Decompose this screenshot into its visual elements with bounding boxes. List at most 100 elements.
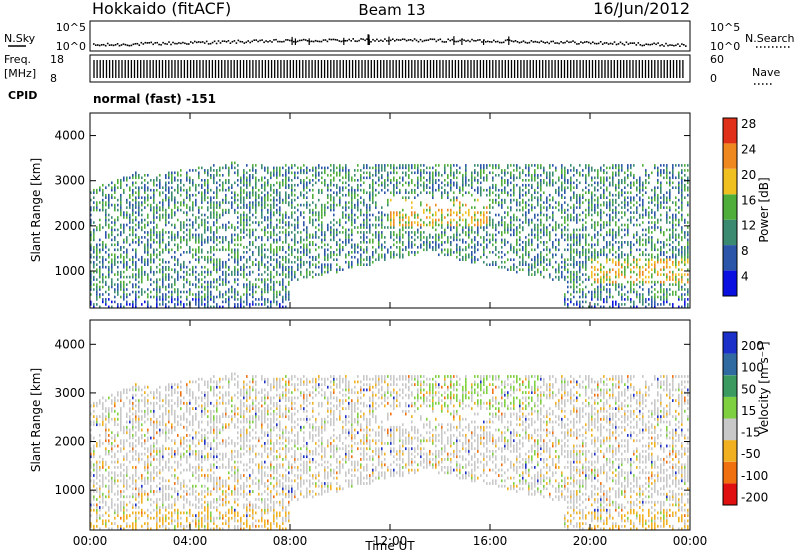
power-cell: [342, 181, 344, 185]
power-cell: [285, 241, 287, 244]
power-cell: [267, 211, 269, 214]
power-cell: [117, 186, 119, 189]
power-cell: [573, 218, 575, 222]
power-cell: [480, 221, 482, 224]
power-cell: [540, 263, 542, 266]
power-cell: [456, 251, 458, 254]
power-cell: [111, 265, 113, 269]
power-cell: [519, 193, 521, 197]
power-cell: [273, 268, 275, 271]
power-cell: [519, 238, 521, 242]
power-cell: [285, 236, 287, 239]
power-cell: [234, 253, 236, 257]
power-cell: [285, 305, 287, 309]
power-cell: [222, 201, 224, 204]
power-cell: [138, 191, 140, 194]
power-cell: [198, 191, 200, 194]
power-cell: [552, 183, 554, 187]
power-cell: [312, 263, 314, 266]
power-cell: [201, 241, 203, 244]
power-cell: [243, 236, 245, 239]
power-cell: [330, 198, 332, 202]
power-cell: [276, 238, 278, 242]
power-cell: [243, 201, 245, 204]
power-cell: [525, 260, 527, 264]
power-cell: [210, 206, 212, 209]
power-cell: [282, 246, 284, 249]
power-cell: [423, 248, 425, 252]
power-cell: [102, 191, 104, 194]
power-cell: [165, 293, 167, 296]
power-cell: [327, 183, 329, 187]
power-cell: [540, 223, 542, 227]
power-cell: [558, 203, 560, 207]
power-cell: [279, 221, 281, 224]
power-cell: [171, 179, 173, 182]
noise-point: [384, 38, 386, 40]
power-cell: [213, 236, 215, 239]
power-cell: [465, 218, 467, 222]
power-cell: [483, 241, 485, 244]
power-cell: [162, 300, 164, 304]
power-cell: [156, 253, 158, 257]
power-cell: [357, 231, 359, 234]
power-cell: [519, 260, 521, 264]
power-cell: [219, 213, 221, 217]
power-cell: [159, 288, 161, 291]
power-cell: [123, 241, 125, 244]
power-cell: [252, 191, 254, 194]
power-cell: [126, 293, 128, 296]
power-cell: [534, 258, 536, 261]
power-cell: [354, 196, 356, 199]
power-cell: [150, 188, 152, 192]
power-cell: [171, 255, 173, 259]
power-cell: [141, 303, 143, 306]
power-cell: [168, 236, 170, 239]
power-cell: [456, 231, 458, 234]
power-cell: [522, 169, 524, 172]
power-cell: [330, 231, 332, 234]
power-cell: [594, 288, 596, 291]
power-cell: [291, 201, 293, 204]
power-cell: [105, 303, 107, 306]
power-cell: [234, 191, 236, 194]
power-cell: [480, 174, 482, 177]
power-cell: [459, 233, 461, 237]
power-cell: [576, 183, 578, 187]
power-cell: [162, 260, 164, 264]
power-cell: [564, 201, 566, 204]
power-cell: [432, 166, 434, 170]
power-cell: [486, 166, 488, 170]
power-cell: [408, 231, 410, 234]
noise-point: [473, 39, 475, 42]
power-cell: [525, 246, 527, 249]
power-cell: [258, 265, 260, 269]
power-cell: [591, 290, 593, 294]
power-cell: [213, 181, 215, 185]
power-cell: [165, 275, 167, 279]
power-cell: [162, 265, 164, 269]
power-cell: [150, 196, 152, 199]
power-cell: [207, 238, 209, 242]
power-cell: [129, 303, 131, 306]
power-cell: [306, 243, 308, 247]
power-cell: [237, 283, 239, 286]
power-cell: [345, 169, 347, 172]
power-cell: [369, 258, 371, 261]
radar-title: Hokkaido (fitACF): [92, 0, 231, 18]
power-cell: [141, 265, 143, 269]
power-cell: [408, 251, 410, 254]
power-cell: [591, 218, 593, 222]
power-cell: [102, 193, 104, 197]
power-cell: [183, 303, 185, 306]
power-cell: [567, 270, 569, 274]
power-cell: [138, 203, 140, 207]
power-cell: [267, 191, 269, 194]
noise-point: [150, 41, 152, 44]
power-cell: [459, 246, 461, 249]
power-cell: [285, 171, 287, 175]
power-cell: [393, 193, 395, 197]
power-cell: [204, 258, 206, 261]
power-cell: [567, 258, 569, 261]
power-cell: [555, 248, 557, 252]
